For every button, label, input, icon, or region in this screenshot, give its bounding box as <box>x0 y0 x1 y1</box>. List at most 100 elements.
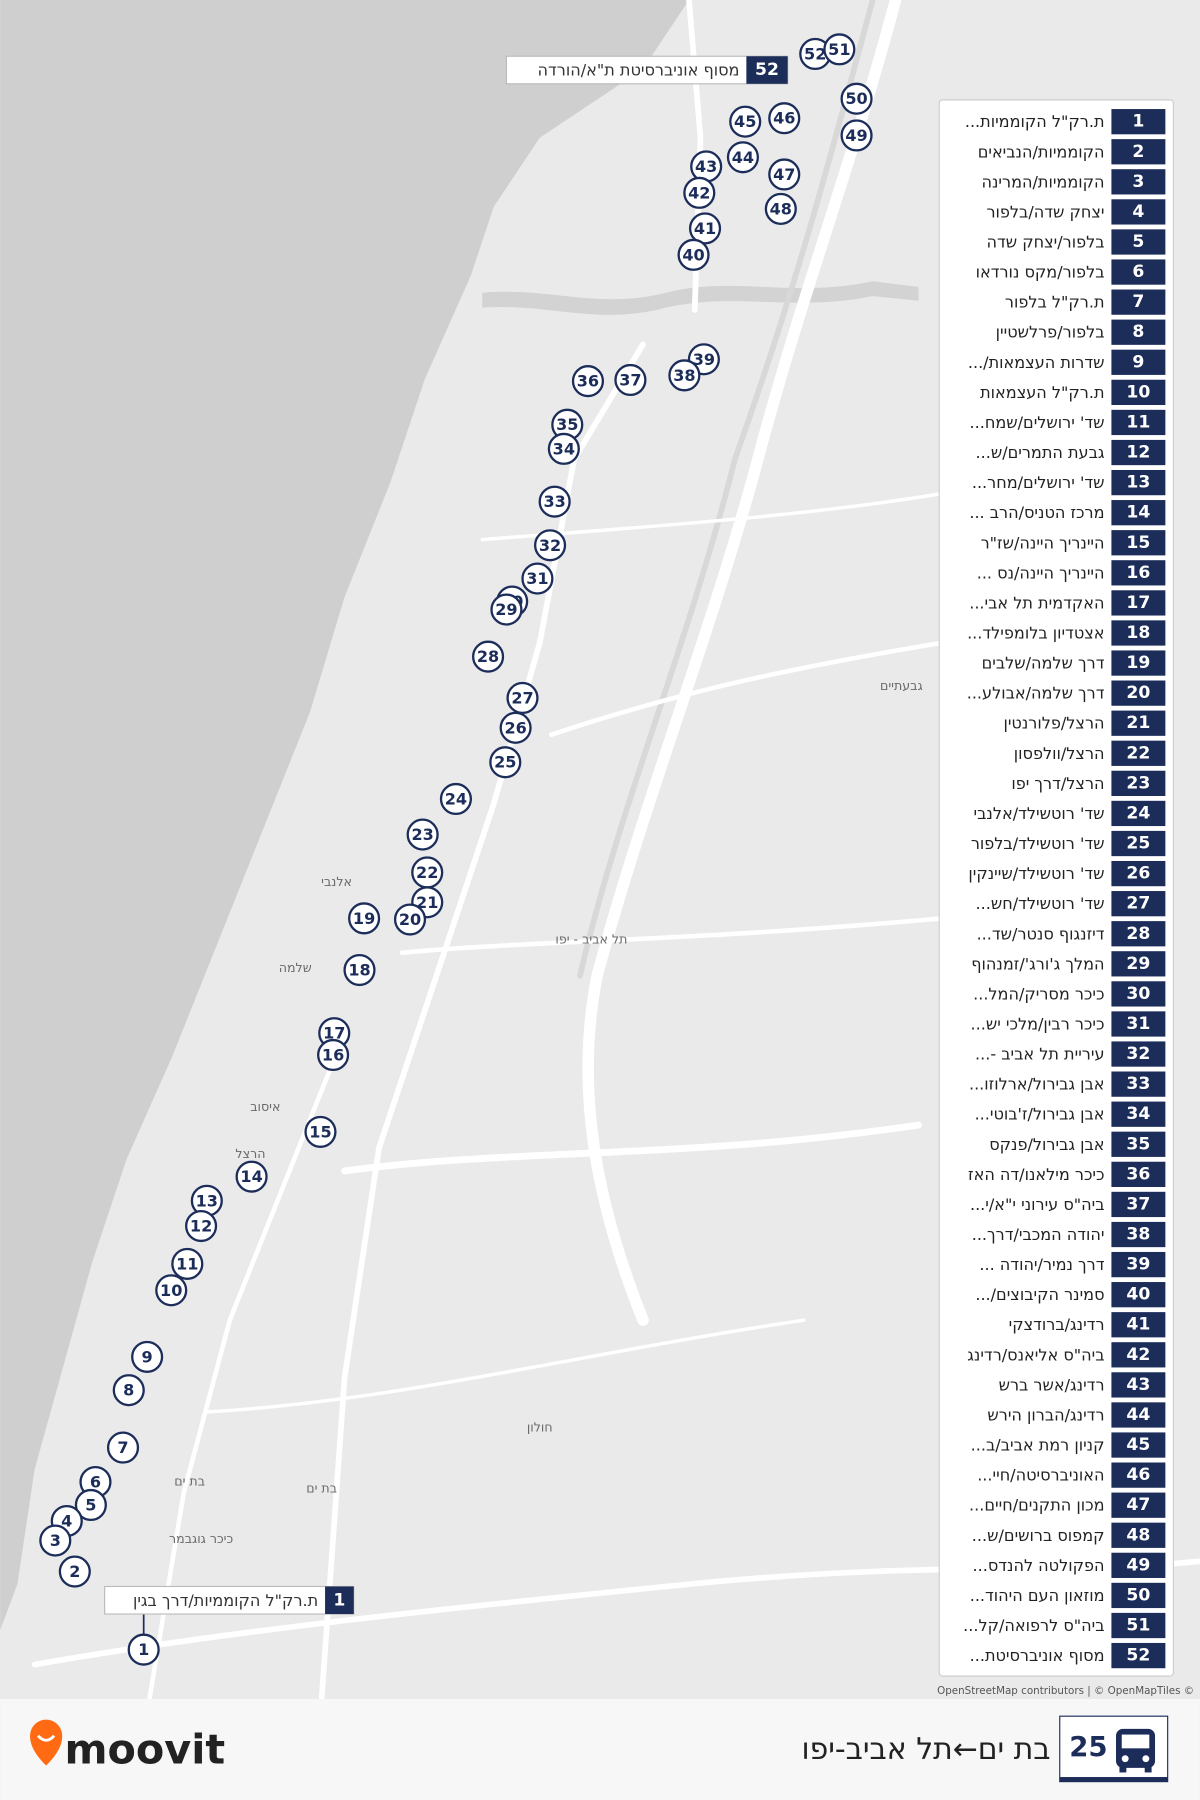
legend-number-box <box>1111 891 1166 917</box>
stop-marker: 29 <box>490 593 523 626</box>
legend-stop-name: שד' רוטשילד/בלפור <box>971 834 1105 853</box>
legend-stop-name: אצטדיון בלומפילד... <box>967 623 1104 642</box>
stop-marker-number: 19 <box>353 909 375 928</box>
legend-stop-name: רדינג/ברודצקי <box>1009 1315 1105 1334</box>
stop-marker: 50 <box>840 82 873 115</box>
legend-number-box <box>1111 951 1166 977</box>
legend-number-box <box>1111 650 1166 676</box>
legend-number-box <box>1111 439 1166 466</box>
legend-number: 14 <box>1126 503 1150 523</box>
legend-number: 39 <box>1126 1255 1150 1275</box>
legend-number-box <box>1111 379 1166 405</box>
legend-number-box <box>1111 1011 1166 1037</box>
stop-marker-circle <box>393 903 427 936</box>
start-callout <box>104 1585 355 1615</box>
stop-marker-number: 28 <box>477 647 499 666</box>
stop-marker: 40 <box>677 238 710 271</box>
stop-marker: 20 <box>393 903 427 936</box>
stop-marker-circle <box>823 33 856 66</box>
start-number-box <box>325 1586 354 1615</box>
legend-number-box <box>1111 710 1166 736</box>
legend-stop-name: הקוממיות/הנביאים <box>978 142 1105 161</box>
legend-stop-name: דרך שלמה/אבולע... <box>967 684 1105 703</box>
bus-icon <box>1116 1728 1156 1773</box>
legend-stop-name: סמינר הקיבוצים/... <box>975 1285 1104 1304</box>
stop-marker-number: 22 <box>416 863 438 882</box>
legend-number: 51 <box>1126 1616 1150 1636</box>
stop-marker-number: 4 <box>61 1512 72 1531</box>
legend-stop-name: כיכר רבין/מלכי יש... <box>971 1014 1105 1033</box>
legend-stop-name: דרך שלמה/שלבים <box>982 654 1105 673</box>
legend-stop-name: ביה"ס עירוני י"א/י... <box>970 1195 1105 1214</box>
legend-number: 2 <box>1132 142 1144 162</box>
stop-marker-circle <box>131 1340 164 1373</box>
stop-marker-number: 25 <box>494 753 516 772</box>
legend-stop-name: ביה"ס לרפואה/קל... <box>963 1616 1104 1635</box>
place-label: בת ים <box>306 1480 337 1495</box>
stop-marker-number: 31 <box>526 569 548 588</box>
legend-number-box <box>1111 1161 1166 1187</box>
legend-stop-name: קמפוס ברושים/ש... <box>972 1526 1105 1545</box>
legend-number-box <box>1111 409 1166 436</box>
stop-marker-number: 46 <box>773 109 795 128</box>
stop-marker-number: 42 <box>688 183 710 202</box>
stop-marker-circle <box>521 562 554 595</box>
stop-marker: 34 <box>547 432 580 465</box>
legend-stop-name: אבן גבירול/ארלוזו... <box>969 1075 1105 1094</box>
stop-marker-circle <box>688 212 722 245</box>
sea <box>0 0 689 1631</box>
stop-marker-number: 47 <box>773 165 795 184</box>
stop-marker-circle <box>677 238 710 271</box>
legend-stop-name: ת.רק"ל הקוממיות... <box>965 112 1105 131</box>
legend-stop-name: מכון התקנים/חיים... <box>969 1496 1104 1515</box>
stop-marker: 51 <box>823 33 856 66</box>
stop-marker-number: 26 <box>504 718 526 737</box>
place-label: הרצל <box>235 1146 265 1161</box>
stop-marker: 13 <box>190 1184 223 1217</box>
stop-marker-circle <box>58 1555 91 1588</box>
legend-stop-name: כיכר מילאנו/דה האז <box>968 1165 1104 1184</box>
legend-stop-name: יצחק שדה/בלפור <box>986 202 1104 221</box>
legend-number: 52 <box>1126 1646 1150 1666</box>
legend-stop-name: יהודה המכבי/דרך... <box>972 1225 1105 1244</box>
legend-number-box <box>1111 830 1166 857</box>
legend-number: 48 <box>1126 1525 1150 1545</box>
legend-stop-name: האוניברסיטה/חיי... <box>977 1466 1104 1485</box>
stop-marker-circle <box>726 141 759 174</box>
legend-number-box <box>1111 560 1166 586</box>
legend-stop-name: מוזאון העם היהוד... <box>970 1586 1105 1605</box>
legend-stop-name: אבן גבירול/פנקס <box>989 1135 1104 1154</box>
stop-marker: 19 <box>348 902 381 935</box>
legend-number-box <box>1111 860 1166 887</box>
legend-number-box <box>1111 1462 1166 1488</box>
legend-stop-name: שד' ירושלים/מחר... <box>972 473 1105 492</box>
legend-number: 31 <box>1126 1014 1150 1034</box>
stop-marker-number: 2 <box>69 1562 80 1581</box>
legend-number: 5 <box>1132 232 1144 252</box>
legend-stop-name: הרצל/דרך יפו <box>1011 774 1104 793</box>
stop-marker: 5 <box>74 1488 107 1522</box>
stop-marker-circle <box>343 953 376 987</box>
legend-stop-name: רדינג/אשר ברש <box>999 1375 1105 1394</box>
stop-marker-number: 39 <box>693 350 715 369</box>
stop-marker: 47 <box>768 158 801 191</box>
brand: moovit <box>64 1725 225 1773</box>
legend-number-box <box>1111 1432 1166 1458</box>
stop-marker-circle <box>768 158 801 191</box>
stop-marker-circle <box>499 711 532 744</box>
legend-number: 28 <box>1126 924 1150 944</box>
route-number: 25 <box>1069 1731 1107 1763</box>
legend-number: 25 <box>1126 834 1150 854</box>
legend-number-box <box>1111 349 1166 375</box>
stop-marker: 15 <box>304 1115 337 1148</box>
legend-number-box <box>1111 1552 1166 1578</box>
legend-number: 10 <box>1126 382 1150 402</box>
legend-number: 26 <box>1126 864 1150 884</box>
stop-marker-number: 13 <box>196 1191 218 1210</box>
stop-marker: 10 <box>155 1274 188 1307</box>
stop-marker: 18 <box>343 953 376 987</box>
legend-stop-name: שד' רוטשילד/שיינקין <box>968 864 1104 883</box>
legend-stop-name: מסוף אוניברסיטת... <box>970 1646 1105 1665</box>
stop-marker-number: 44 <box>732 148 754 167</box>
